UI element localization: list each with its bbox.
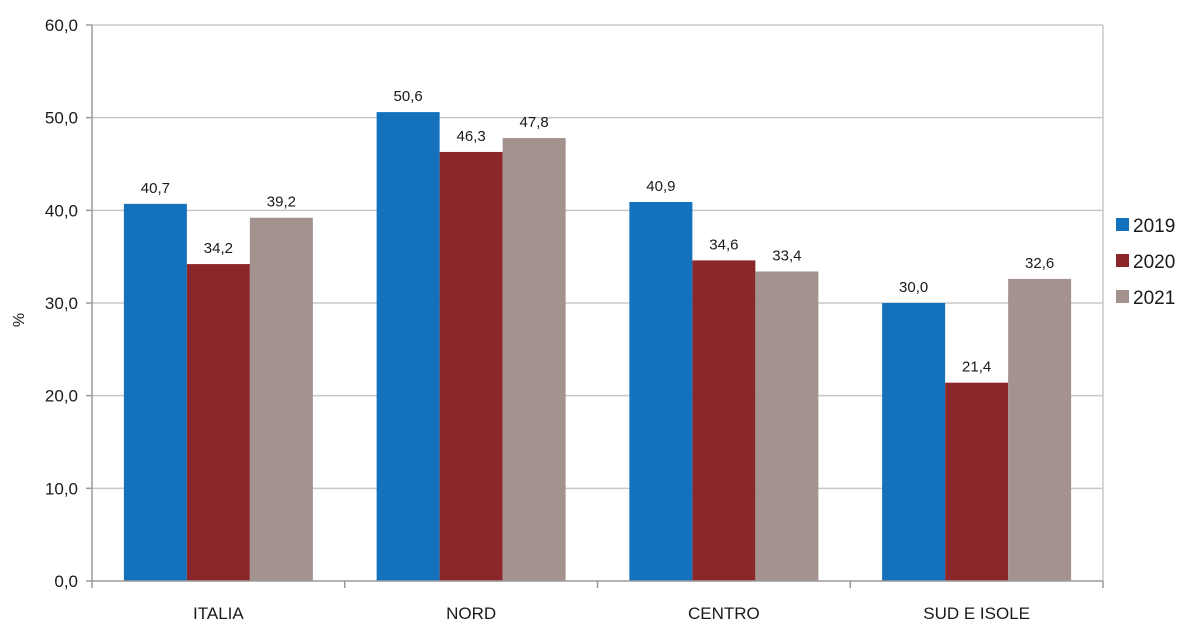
axes: 0,0 10,0 20,0 30,0 40,0 50,0 60,0 ITALIA NORD CEN… — [45, 16, 1104, 623]
bar — [629, 201, 693, 581]
data-label: 34,2 — [204, 240, 233, 257]
bar — [755, 271, 819, 581]
y-tick-label: 30,0 — [45, 294, 78, 313]
x-category-label: ITALIA — [193, 604, 244, 620]
data-labels: 40,7 34,2 39,2 50,6 46,3 47,8 40,9 34,6 33,4 30,0… — [141, 88, 1054, 376]
data-label: 47,8 — [520, 114, 549, 131]
legend-swatch — [1116, 254, 1129, 267]
bar — [123, 203, 187, 581]
y-tick-label: 10,0 — [45, 479, 78, 498]
bars — [123, 112, 1072, 582]
data-label: 30,0 — [899, 279, 928, 296]
data-label: 33,4 — [772, 247, 801, 264]
legend-label: 2021 — [1133, 288, 1175, 309]
y-tick-label: 40,0 — [45, 201, 78, 220]
y-tick-label: 50,0 — [45, 109, 78, 128]
bar — [439, 151, 503, 581]
bar — [945, 382, 1009, 581]
data-label: 34,6 — [709, 236, 738, 253]
bar — [249, 217, 313, 581]
legend-label: 2020 — [1133, 252, 1175, 273]
data-label: 21,4 — [962, 359, 991, 376]
data-label: 50,6 — [394, 88, 423, 105]
x-category-label: SUD E ISOLE — [923, 604, 1030, 620]
legend: 2019 2020 2021 — [1116, 216, 1175, 309]
bar — [882, 303, 946, 581]
bar — [502, 138, 566, 581]
bar — [376, 112, 440, 582]
y-tick-label: 20,0 — [45, 387, 78, 406]
x-category-label: NORD — [446, 604, 496, 620]
bar — [186, 264, 250, 581]
data-label: 40,9 — [646, 178, 675, 195]
y-tick-label: 60,0 — [45, 16, 78, 35]
y-tick-label: 0,0 — [54, 572, 78, 591]
x-category-label: CENTRO — [688, 604, 760, 620]
bar — [692, 260, 756, 581]
legend-label: 2019 — [1133, 216, 1175, 237]
data-label: 40,7 — [141, 180, 170, 197]
bar — [1008, 278, 1072, 581]
y-axis-title: % — [11, 313, 28, 327]
data-label: 32,6 — [1025, 255, 1054, 272]
legend-swatch — [1116, 218, 1129, 231]
data-label: 46,3 — [457, 128, 486, 145]
legend-swatch — [1116, 290, 1129, 303]
data-label: 39,2 — [267, 194, 296, 211]
